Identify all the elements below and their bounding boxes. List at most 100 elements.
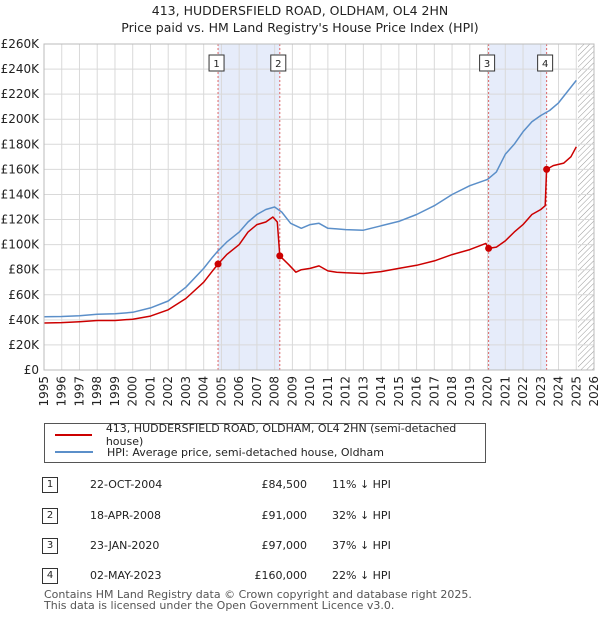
sale-markers: 1 2 3 4 — [208, 54, 554, 268]
sale-hpi-diff: 22% ↓ HPI — [332, 569, 391, 582]
x-tick-label: 1995 — [37, 376, 51, 407]
sale-number-badge: 2 — [42, 508, 58, 524]
x-tick-label: 2000 — [126, 376, 140, 407]
sale-date: 22-OCT-2004 — [90, 478, 163, 491]
sale-row: 3 23-JAN-2020 £97,000 37% ↓ HPI — [42, 538, 542, 558]
sale-number-badge: 3 — [42, 538, 58, 554]
sale-row: 1 22-OCT-2004 £84,500 11% ↓ HPI — [42, 477, 542, 497]
x-tick-label: 2007 — [250, 376, 264, 407]
x-tick-label: 2010 — [303, 376, 317, 407]
x-tick-label: 2012 — [339, 376, 353, 407]
x-tick-label: 2017 — [427, 376, 441, 407]
sale-point — [276, 252, 284, 260]
property-price-line — [44, 146, 577, 324]
x-tick-label: 2004 — [197, 376, 211, 407]
x-tick-label: 1996 — [55, 376, 69, 407]
plot-border — [43, 43, 595, 371]
x-tick-label: 2005 — [214, 376, 228, 407]
sale-point — [214, 260, 222, 268]
sale-hpi-diff: 37% ↓ HPI — [332, 539, 391, 552]
y-tick-label: £80K — [8, 263, 40, 277]
sale-number-badge: 1 — [42, 477, 58, 493]
x-tick-label: 2001 — [143, 376, 157, 407]
legend: 413, HUDDERSFIELD ROAD, OLDHAM, OL4 2HN … — [44, 422, 486, 463]
sale-label-box — [479, 54, 496, 72]
x-tick-label: 1999 — [108, 376, 122, 407]
footer: Contains HM Land Registry data © Crown c… — [44, 589, 472, 611]
sale-point — [485, 244, 493, 252]
y-tick-label: £0 — [24, 363, 39, 377]
chart-title-block: 413, HUDDERSFIELD ROAD, OLDHAM, OL4 2HN … — [0, 2, 600, 36]
x-tick-label: 2002 — [161, 376, 175, 407]
legend-item-property: 413, HUDDERSFIELD ROAD, OLDHAM, OL4 2HN … — [55, 422, 485, 448]
hpi-line — [44, 79, 577, 318]
sale-price: £97,000 — [261, 539, 308, 552]
x-tick-label: 2024 — [552, 376, 566, 407]
x-tick-label: 2011 — [321, 376, 335, 407]
shaded-period — [218, 44, 280, 370]
sale-number-badge: 4 — [42, 568, 58, 584]
y-tick-label: £160K — [1, 162, 41, 176]
chart-title: 413, HUDDERSFIELD ROAD, OLDHAM, OL4 2HN — [151, 3, 449, 18]
sale-date: 02-MAY-2023 — [90, 569, 162, 582]
footer-copyright: Contains HM Land Registry data © Crown c… — [44, 588, 472, 601]
x-tick-label: 2006 — [232, 376, 246, 407]
sale-price: £91,000 — [261, 509, 308, 522]
x-tick-label: 2003 — [179, 376, 193, 407]
x-tick-label: 2018 — [445, 376, 459, 407]
x-tick-label: 2023 — [534, 376, 548, 407]
sale-label: 4 — [542, 59, 548, 70]
series — [44, 79, 577, 324]
sale-row: 2 18-APR-2008 £91,000 32% ↓ HPI — [42, 508, 542, 528]
sale-label-box — [208, 54, 225, 72]
sale-date: 18-APR-2008 — [90, 509, 162, 522]
y-tick-label: £260K — [1, 37, 41, 51]
chart-subtitle: Price paid vs. HM Land Registry's House … — [121, 20, 479, 35]
sale-price: £84,500 — [261, 478, 308, 491]
sale-date: 23-JAN-2020 — [90, 539, 160, 552]
x-tick-label: 2026 — [587, 376, 600, 407]
sale-label: 3 — [484, 59, 490, 70]
x-tick-label: 2008 — [268, 376, 282, 407]
sale-point — [543, 165, 551, 173]
y-tick-label: £180K — [1, 137, 41, 151]
sale-hpi-diff: 32% ↓ HPI — [332, 509, 391, 522]
x-tick-label: 2019 — [463, 376, 477, 407]
legend-line-hpi — [55, 451, 93, 453]
legend-label-property: 413, HUDDERSFIELD ROAD, OLDHAM, OL4 2HN … — [105, 422, 457, 448]
x-tick-label: 2016 — [410, 376, 424, 407]
x-tick-label: 2020 — [481, 376, 495, 407]
x-tick-label: 1997 — [72, 376, 86, 407]
future-hatch — [578, 44, 594, 370]
sale-row: 4 02-MAY-2023 £160,000 22% ↓ HPI — [42, 568, 542, 588]
sale-label: 2 — [275, 59, 281, 70]
y-tick-label: £240K — [1, 62, 41, 76]
sale-hpi-diff: 11% ↓ HPI — [332, 478, 391, 491]
sale-label: 1 — [213, 59, 219, 70]
axes: £0 £20K £40K £60K £80K £100K £120K £140K £160K £1… — [1, 37, 600, 407]
y-tick-label: £100K — [1, 238, 41, 252]
y-tick-label: £20K — [8, 338, 40, 352]
shaded-periods — [218, 44, 594, 370]
shaded-period — [488, 44, 547, 370]
y-tick-label: £120K — [1, 213, 41, 227]
y-tick-label: £200K — [1, 112, 41, 126]
sale-price: £160,000 — [254, 569, 308, 582]
x-tick-label: 2025 — [569, 376, 583, 407]
x-tick-label: 2022 — [516, 376, 530, 407]
y-tick-label: £40K — [8, 313, 40, 327]
sale-label-box — [537, 54, 554, 72]
y-tick-label: £220K — [1, 87, 41, 101]
x-tick-label: 1998 — [90, 376, 104, 407]
x-tick-label: 2021 — [498, 376, 512, 407]
x-tick-label: 2015 — [392, 376, 406, 407]
legend-item-hpi: HPI: Average price, semi-detached house,… — [55, 444, 384, 460]
legend-line-property — [55, 434, 92, 436]
legend-label-hpi: HPI: Average price, semi-detached house,… — [107, 445, 384, 459]
y-tick-label: £140K — [1, 187, 41, 201]
sale-label-box — [270, 54, 287, 72]
footer-licence: This data is licensed under the Open Gov… — [44, 599, 395, 612]
x-tick-label: 2009 — [285, 376, 299, 407]
x-tick-label: 2014 — [374, 376, 388, 407]
